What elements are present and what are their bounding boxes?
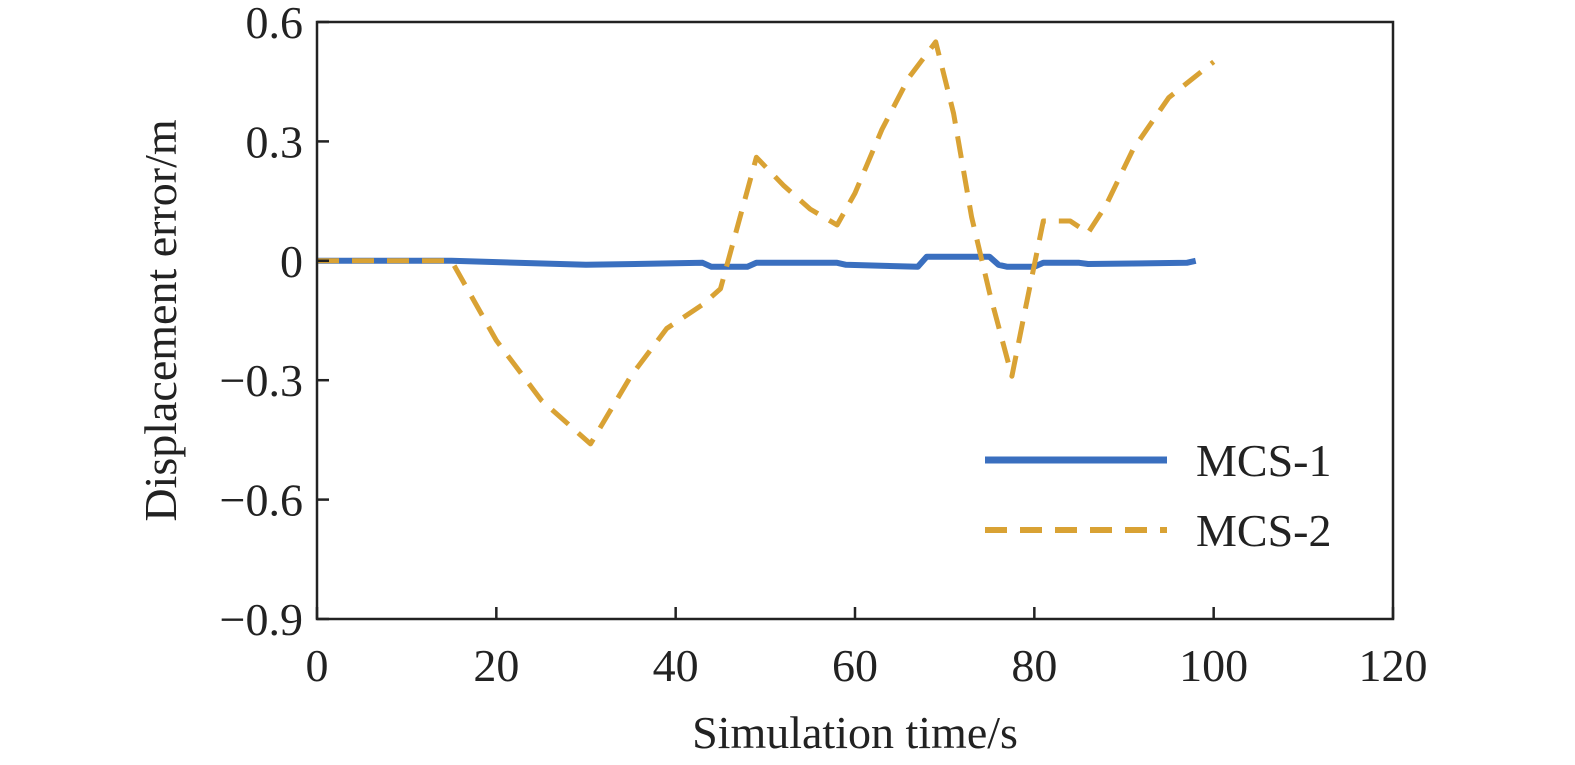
- plot-area: [317, 39, 1216, 447]
- y-tick-label: −0.3: [220, 355, 303, 406]
- x-tick-label: 20: [473, 640, 519, 691]
- y-tick-label: −0.6: [220, 475, 303, 526]
- y-tick-label: 0.3: [246, 116, 304, 167]
- x-tick-label: 40: [653, 640, 699, 691]
- y-tick-label: 0.6: [246, 0, 304, 48]
- x-tick-label: 120: [1359, 640, 1428, 691]
- x-tick-label: 100: [1179, 640, 1248, 691]
- y-tick-label: 0: [280, 236, 303, 287]
- legend: MCS-1 MCS-2: [985, 435, 1331, 556]
- y-axis-label: Displacement error/m: [135, 119, 186, 522]
- x-tick-label: 60: [832, 640, 878, 691]
- series-line-mcs-2: [317, 39, 1216, 447]
- legend-label-mcs-1: MCS-1: [1196, 435, 1331, 486]
- axes: 0 20 40 60 80 100 120 0.6 0.3 0 −0.3 −0.6 −0.9 Simula…: [135, 0, 1428, 758]
- legend-label-mcs-2: MCS-2: [1196, 505, 1331, 556]
- x-tick-label: 0: [306, 640, 329, 691]
- y-tick-label: −0.9: [220, 594, 303, 645]
- x-axis-label: Simulation time/s: [692, 707, 1018, 758]
- x-tick-label: 80: [1011, 640, 1057, 691]
- series-line-mcs-1: [317, 253, 1197, 270]
